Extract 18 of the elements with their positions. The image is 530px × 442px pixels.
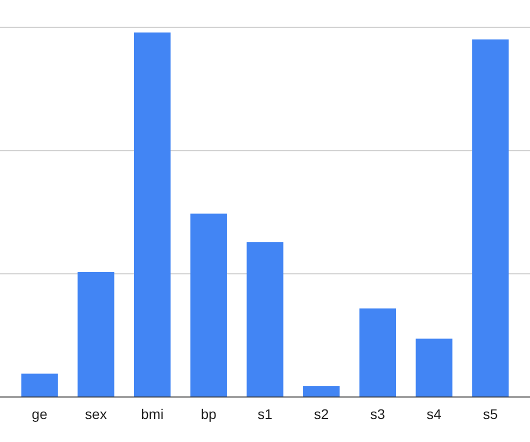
bar (21, 374, 58, 397)
x-tick-label: bp (200, 406, 217, 422)
bar (190, 214, 227, 397)
x-tick-label: s5 (483, 406, 498, 422)
bar (416, 338, 452, 397)
bar (134, 32, 171, 397)
x-tick-label: s4 (426, 406, 442, 422)
bar (78, 272, 114, 397)
bar (472, 39, 509, 397)
x-tick-label: s3 (370, 406, 386, 422)
x-tick-label: ge (32, 406, 48, 422)
x-tick-label: bmi (141, 406, 164, 422)
bar (246, 242, 284, 397)
bar (359, 308, 396, 397)
x-tick-label: s2 (314, 406, 329, 422)
bar (303, 386, 340, 397)
x-tick-label: sex (85, 406, 107, 422)
x-tick-label: s1 (258, 406, 273, 422)
